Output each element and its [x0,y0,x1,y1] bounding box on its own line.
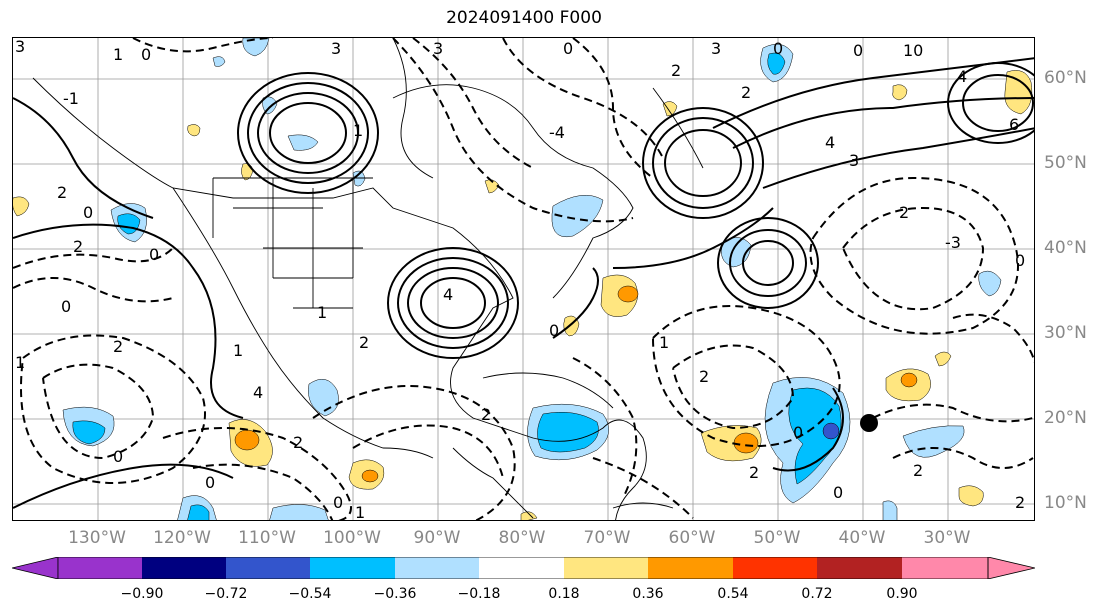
contour-label: 2 [899,203,909,222]
colorbar-bin [395,557,479,579]
lon-label-70w: 70°W [583,528,631,548]
contour-label: 2 [1015,493,1025,512]
lat-label-20n: 20°N [1044,408,1087,428]
lat-label-60n: 60°N [1044,68,1087,88]
contour-label: 6 [1009,115,1019,134]
contour-label: 2 [57,183,67,202]
colorbar-over-arrow [987,557,1035,579]
contour-label: 1 [317,303,327,322]
contour-label: 2 [913,461,923,480]
contour-label: 0 [149,245,159,264]
contour-label: 3 [711,39,721,58]
colorbar-tick: 0.54 [717,586,749,602]
colorbar-tick: −0.90 [120,586,164,602]
contour-label: 0 [549,321,559,340]
lon-label-50w: 50°W [753,528,801,548]
contour-label: 0 [61,297,71,316]
contour-label: 4 [957,67,967,86]
lon-label-90w: 90°W [413,528,461,548]
contour-label: 0 [83,203,93,222]
lat-label-30n: 30°N [1044,323,1087,343]
colorbar-tick: 0.18 [548,586,580,602]
contour-label: 0 [205,473,215,492]
colorbar-tick: 0.36 [632,586,664,602]
colorbar-bin [479,557,564,579]
contour-label: 2 [293,433,303,452]
contour-label: 10 [903,41,923,60]
contour-label: 3 [433,39,443,58]
colorbar-under-arrow [12,557,59,579]
colorbar-tick: −0.72 [204,586,248,602]
contour-label: 2 [671,61,681,80]
positive-anomaly-shading [13,70,1033,520]
colorbar-bin [902,557,988,579]
contour-label: 1 [15,353,25,372]
contour-label: 2 [113,337,123,356]
lon-label-80w: 80°W [498,528,546,548]
lon-label-30w: 30°W [923,528,971,548]
contour-label: 0 [853,41,863,60]
contour-label: 0 [773,39,783,58]
colorbar-bin [58,557,142,579]
negative-contours [13,38,1034,520]
contour-label: 2 [699,367,709,386]
lon-label-110w: 110°W [238,528,296,548]
contour-labels: 3 3 1 0 -1 0 2 2 0 0 2 1 0 0 0 1 0 1 2 2… [15,38,1025,521]
colorbar-bin [733,557,817,579]
contour-label: 1 [355,503,365,521]
colorbar [12,557,1035,579]
contour-label: 3 [849,151,859,170]
colorbar-bin [310,557,395,579]
colorbar-tick: −0.54 [288,586,332,602]
lon-label-60w: 60°W [668,528,716,548]
coastlines [32,38,704,520]
contour-label: -3 [945,233,961,252]
contour-label: 4 [253,383,263,402]
colorbar-bin [226,557,310,579]
contour-label: 2 [749,463,759,482]
contour-label: 0 [793,423,803,442]
colorbar-tick: 0.72 [801,586,833,602]
colorbar-bin [564,557,648,579]
lat-label-40n: 40°N [1044,238,1087,258]
contour-label: 2 [481,405,491,424]
colorbar-tick: −0.18 [457,586,501,602]
contour-label: 4 [825,133,835,152]
colorbar-bin [142,557,226,579]
contour-label: 3 [15,38,25,56]
storm-center-dot [860,414,878,432]
colorbar-tick: 0.90 [886,586,918,602]
contour-label: 0 [833,483,843,502]
lon-label-40w: 40°W [838,528,886,548]
contour-label: -4 [549,123,565,142]
contour-label: 0 [113,447,123,466]
contour-label: -1 [63,89,79,108]
contour-label: 0 [141,45,151,64]
colorbar-tick: −0.36 [373,586,417,602]
contour-label: 2 [741,83,751,102]
lon-label-100w: 100°W [323,528,381,548]
graticule [13,38,1034,520]
map-title: 2024091400 F000 [446,8,602,28]
contour-label: 1 [353,121,363,140]
contour-label: 0 [1015,251,1025,270]
positive-contours [13,57,1034,509]
contour-label: 4 [443,285,453,304]
lon-label-120w: 120°W [153,528,211,548]
contour-label: 0 [563,39,573,58]
map-svg: 3 3 1 0 -1 0 2 2 0 0 2 1 0 0 0 1 0 1 2 2… [13,38,1034,521]
colorbar-bin [817,557,902,579]
contour-label: 2 [73,237,83,256]
lat-label-10n: 10°N [1044,493,1087,513]
colorbar-bin [648,557,733,579]
contour-label: 3 [331,39,341,58]
contour-label: 0 [333,493,343,512]
contour-label: 2 [359,333,369,352]
map-panel: 3 3 1 0 -1 0 2 2 0 0 2 1 0 0 0 1 0 1 2 2… [12,37,1035,521]
lat-label-50n: 50°N [1044,153,1087,173]
contour-label: 1 [659,333,669,352]
contour-label: 1 [113,45,123,64]
lon-label-130w: 130°W [68,528,126,548]
contour-label: 1 [233,341,243,360]
